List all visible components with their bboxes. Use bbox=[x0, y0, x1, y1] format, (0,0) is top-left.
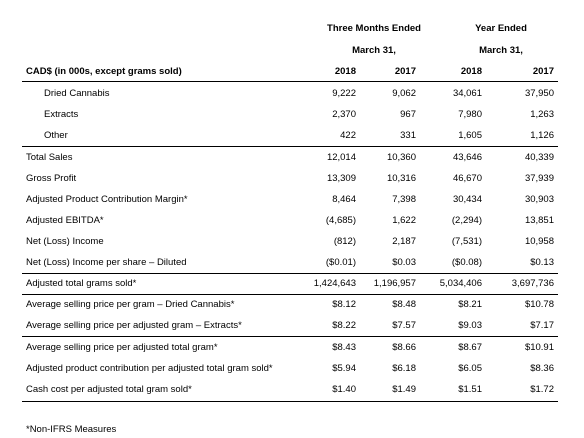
year-header: 2017 bbox=[532, 66, 554, 77]
table-cell: $8.66 bbox=[392, 342, 416, 353]
group-header-three-months: Three Months Ended bbox=[327, 23, 421, 34]
table-cell: ($0.08) bbox=[451, 257, 482, 268]
table-cell: 43,646 bbox=[452, 152, 482, 163]
table-cell: 9,062 bbox=[392, 88, 416, 99]
row-label: Cash cost per adjusted total gram sold* bbox=[26, 384, 192, 395]
table-cell: $8.22 bbox=[332, 320, 356, 331]
table-cell: ($0.01) bbox=[325, 257, 356, 268]
group-subheader-three-months: March 31, bbox=[352, 45, 396, 56]
row-label: Dried Cannabis bbox=[44, 88, 110, 99]
table-cell: $1.72 bbox=[530, 384, 554, 395]
row-rule bbox=[22, 146, 558, 147]
table-cell: 1,605 bbox=[458, 130, 482, 141]
table-cell: $8.43 bbox=[332, 342, 356, 353]
row-label: Adjusted total grams sold* bbox=[26, 278, 137, 289]
table-cell: $8.12 bbox=[332, 299, 356, 310]
year-header: 2017 bbox=[394, 66, 416, 77]
label-column-header: CAD$ (in 000s, except grams sold) bbox=[26, 66, 182, 77]
table-cell: 2,187 bbox=[392, 236, 416, 247]
group-header-year: Year Ended bbox=[475, 23, 527, 34]
table-cell: 967 bbox=[400, 109, 416, 120]
row-rule bbox=[22, 273, 558, 274]
table-cell: 10,316 bbox=[386, 173, 416, 184]
row-label: Net (Loss) Income bbox=[26, 236, 104, 247]
table-cell: 12,014 bbox=[326, 152, 356, 163]
table-cell: 5,034,406 bbox=[439, 278, 482, 289]
year-header: 2018 bbox=[460, 66, 482, 77]
table-cell: (4,685) bbox=[325, 215, 356, 226]
row-label: Average selling price per adjusted total… bbox=[26, 342, 218, 353]
table-cell: (2,294) bbox=[451, 215, 482, 226]
table-cell: 30,434 bbox=[452, 194, 482, 205]
table-cell: 1,622 bbox=[392, 215, 416, 226]
table-cell: $7.17 bbox=[530, 320, 554, 331]
group-subheader-year: March 31, bbox=[479, 45, 523, 56]
table-cell: $10.91 bbox=[524, 342, 554, 353]
table-cell: 8,464 bbox=[332, 194, 356, 205]
table-cell: $1.51 bbox=[458, 384, 482, 395]
footnote: *Non-IFRS Measures bbox=[26, 424, 117, 435]
table-cell: $9.03 bbox=[458, 320, 482, 331]
row-rule bbox=[22, 294, 558, 295]
table-cell: 331 bbox=[400, 130, 416, 141]
header-rule bbox=[22, 81, 558, 82]
table-bottom-rule bbox=[22, 401, 558, 402]
table-cell: 1,424,643 bbox=[313, 278, 356, 289]
row-label: Extracts bbox=[44, 109, 79, 120]
table-cell: $8.67 bbox=[458, 342, 482, 353]
row-label: Net (Loss) Income per share – Diluted bbox=[26, 257, 187, 268]
table-cell: $8.21 bbox=[458, 299, 482, 310]
table-cell: (812) bbox=[333, 236, 356, 247]
row-rule bbox=[22, 336, 558, 337]
table-cell: 7,980 bbox=[458, 109, 482, 120]
table-cell: $1.40 bbox=[332, 384, 356, 395]
table-cell: $6.18 bbox=[392, 363, 416, 374]
table-cell: $5.94 bbox=[332, 363, 356, 374]
table-cell: 40,339 bbox=[524, 152, 554, 163]
table-cell: 10,360 bbox=[386, 152, 416, 163]
table-cell: 34,061 bbox=[452, 88, 482, 99]
row-label: Average selling price per gram – Dried C… bbox=[26, 299, 235, 310]
table-cell: 9,222 bbox=[332, 88, 356, 99]
row-label: Adjusted EBITDA* bbox=[26, 215, 104, 226]
table-cell: 1,263 bbox=[530, 109, 554, 120]
table-cell: 1,126 bbox=[530, 130, 554, 141]
table-cell: $1.49 bbox=[392, 384, 416, 395]
table-cell: 10,958 bbox=[524, 236, 554, 247]
row-label: Adjusted Product Contribution Margin* bbox=[26, 194, 188, 205]
table-cell: 37,939 bbox=[524, 173, 554, 184]
table-cell: $0.13 bbox=[530, 257, 554, 268]
table-cell: (7,531) bbox=[451, 236, 482, 247]
year-header: 2018 bbox=[334, 66, 356, 77]
row-label: Other bbox=[44, 130, 68, 141]
table-cell: $10.78 bbox=[524, 299, 554, 310]
table-cell: 7,398 bbox=[392, 194, 416, 205]
table-cell: $8.36 bbox=[530, 363, 554, 374]
table-cell: 2,370 bbox=[332, 109, 356, 120]
table-cell: 46,670 bbox=[452, 173, 482, 184]
table-cell: $6.05 bbox=[458, 363, 482, 374]
table-cell: 37,950 bbox=[524, 88, 554, 99]
table-cell: 1,196,957 bbox=[373, 278, 416, 289]
row-label: Average selling price per adjusted gram … bbox=[26, 320, 242, 331]
row-label: Adjusted product contribution per adjust… bbox=[26, 363, 273, 374]
table-cell: $8.48 bbox=[392, 299, 416, 310]
row-label: Gross Profit bbox=[26, 173, 77, 184]
table-cell: $7.57 bbox=[392, 320, 416, 331]
table-cell: 30,903 bbox=[524, 194, 554, 205]
table-cell: 13,851 bbox=[524, 215, 554, 226]
table-cell: 3,697,736 bbox=[511, 278, 554, 289]
table-cell: 13,309 bbox=[326, 173, 356, 184]
table-cell: $0.03 bbox=[392, 257, 416, 268]
table-cell: 422 bbox=[340, 130, 356, 141]
row-label: Total Sales bbox=[26, 152, 73, 163]
